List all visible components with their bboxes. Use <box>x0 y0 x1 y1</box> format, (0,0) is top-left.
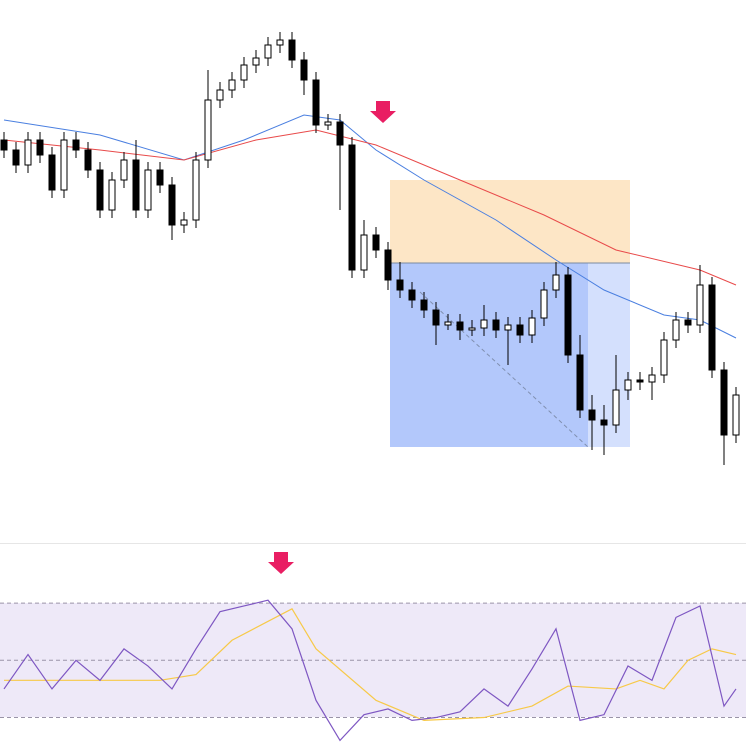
candle-body <box>24 139 32 166</box>
candle-body <box>348 144 356 271</box>
candle-body <box>216 89 224 101</box>
signal-arrow <box>370 101 396 123</box>
candle-body <box>12 149 20 166</box>
candle-body <box>612 389 620 426</box>
moving-average <box>3 129 737 286</box>
candle-body <box>456 321 464 331</box>
indicator-line <box>4 608 737 721</box>
candle-body <box>204 99 212 161</box>
candle-body <box>252 57 260 66</box>
candle-body <box>624 379 632 391</box>
candle-body <box>324 121 332 126</box>
signal-arrow <box>268 552 294 574</box>
candle-body <box>300 59 308 81</box>
candle-body <box>72 139 80 151</box>
candle-body <box>480 319 488 329</box>
indicator-line <box>3 599 737 742</box>
moving-average <box>3 114 737 339</box>
candle-body <box>120 159 128 181</box>
candle-body <box>396 279 404 291</box>
candle-body <box>144 169 152 211</box>
candle-body <box>372 234 380 251</box>
candle-body <box>84 149 92 171</box>
candle-body <box>468 327 476 331</box>
candle-body <box>720 369 728 436</box>
candle-body <box>360 234 368 271</box>
candle-body <box>492 319 500 331</box>
candle-body <box>384 249 392 281</box>
candle-body <box>60 139 68 191</box>
candle-body <box>336 121 344 146</box>
candle-body <box>648 374 656 383</box>
candle-body <box>576 354 584 411</box>
candle-body <box>312 79 320 126</box>
candle-body <box>432 309 440 326</box>
candle-body <box>696 284 704 326</box>
candle-body <box>672 319 680 341</box>
candle-body <box>516 324 524 336</box>
candle-body <box>168 184 176 226</box>
candle-body <box>504 324 512 331</box>
candle-body <box>264 44 272 59</box>
candle-body <box>240 64 248 81</box>
candle-body <box>408 289 416 301</box>
candle-body <box>528 317 536 336</box>
candle-body <box>192 159 200 221</box>
candle-body <box>156 169 164 186</box>
candle-body <box>636 379 644 383</box>
candle-body <box>132 159 140 211</box>
target-zone <box>390 180 630 263</box>
candle-body <box>0 139 8 151</box>
candle-body <box>732 394 740 436</box>
candle-body <box>420 299 428 311</box>
candle-body <box>588 409 596 421</box>
candle-body <box>684 319 692 326</box>
candle-body <box>96 169 104 211</box>
candle-body <box>276 39 284 46</box>
candle-body <box>36 139 44 156</box>
candle-body <box>180 219 188 226</box>
candle-body <box>600 419 608 426</box>
candle-body <box>108 179 116 211</box>
candle-body <box>288 39 296 61</box>
candle-body <box>564 274 572 356</box>
candle-body <box>444 321 452 326</box>
candle-body <box>540 289 548 319</box>
candle-body <box>228 79 236 91</box>
candle-body <box>660 339 668 376</box>
candle-body <box>48 154 56 191</box>
candle-body <box>708 284 716 371</box>
candle-body <box>552 274 560 291</box>
